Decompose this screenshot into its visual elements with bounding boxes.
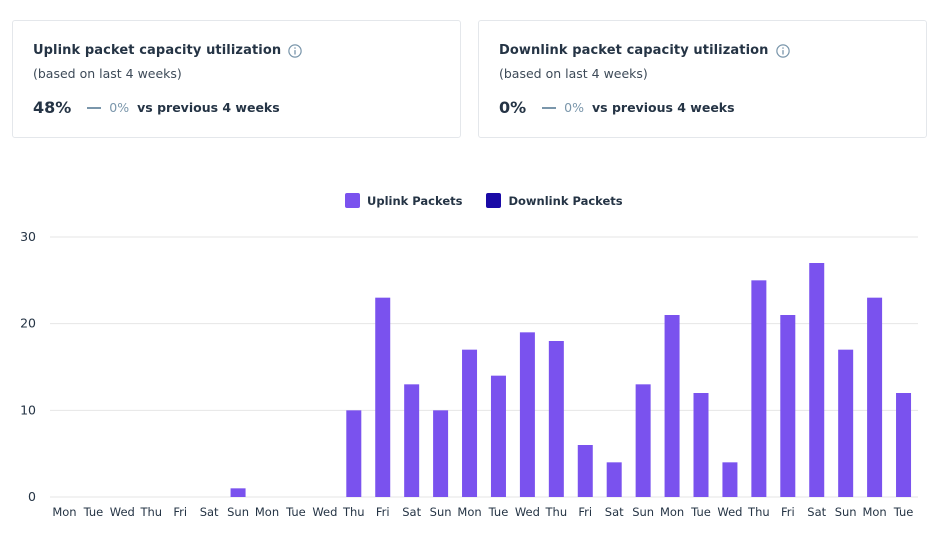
downlink-utilization-card: Downlink packet capacity utilization (ba… xyxy=(478,20,927,138)
x-tick-label: Thu xyxy=(342,505,365,519)
dash-icon xyxy=(542,106,557,109)
uplink-card-subtitle: (based on last 4 weeks) xyxy=(33,66,182,81)
bar-uplink[interactable] xyxy=(693,393,709,497)
bar-uplink[interactable] xyxy=(462,349,478,497)
bar-uplink[interactable] xyxy=(548,341,564,497)
x-tick-label: Mon xyxy=(660,505,684,519)
uplink-card-title: Uplink packet capacity utilization xyxy=(33,43,302,58)
dash-icon xyxy=(87,106,102,109)
legend-swatch-downlink xyxy=(486,193,502,208)
x-tick-label: Fri xyxy=(376,505,390,519)
bar-uplink[interactable] xyxy=(433,410,449,497)
x-tick-label: Mon xyxy=(862,505,886,519)
uplink-utilization-card: Uplink packet capacity utilization (base… xyxy=(12,20,461,138)
legend-swatch-uplink xyxy=(345,193,360,208)
bar-uplink[interactable] xyxy=(577,445,593,497)
downlink-delta: 0% xyxy=(564,100,585,115)
uplink-comparison: vs previous 4 weeks xyxy=(137,100,280,115)
info-icon[interactable] xyxy=(288,43,302,58)
downlink-card-title: Downlink packet capacity utilization xyxy=(499,43,790,58)
downlink-metric: 0% 0% vs previous 4 weeks xyxy=(499,98,735,117)
bar-uplink[interactable] xyxy=(375,297,391,497)
x-tick-label: Thu xyxy=(139,505,162,519)
x-tick-label: Mon xyxy=(457,505,481,519)
chart-legend: Uplink Packets Downlink Packets xyxy=(345,193,647,208)
x-tick-label: Sun xyxy=(632,505,654,519)
bar-uplink[interactable] xyxy=(722,462,738,497)
x-tick-label: Wed xyxy=(515,505,540,519)
y-tick-label: 10 xyxy=(20,402,36,417)
x-tick-label: Mon xyxy=(52,505,76,519)
bar-uplink[interactable] xyxy=(346,410,362,497)
x-tick-label: Mon xyxy=(255,505,279,519)
x-tick-label: Tue xyxy=(285,505,306,519)
downlink-metric-value: 0% xyxy=(499,98,527,117)
x-tick-label: Sat xyxy=(605,505,624,519)
x-tick-label: Sat xyxy=(200,505,219,519)
bar-uplink[interactable] xyxy=(635,384,651,497)
bar-uplink[interactable] xyxy=(230,488,246,497)
x-tick-label: Wed xyxy=(312,505,337,519)
info-icon[interactable] xyxy=(775,43,790,58)
y-tick-label: 30 xyxy=(20,229,36,244)
downlink-card-subtitle: (based on last 4 weeks) xyxy=(499,66,648,81)
downlink-comparison: vs previous 4 weeks xyxy=(592,100,735,115)
x-tick-label: Sat xyxy=(807,505,826,519)
y-tick-label: 0 xyxy=(28,489,36,504)
legend-label-uplink: Uplink Packets xyxy=(367,193,463,208)
uplink-card-title-text: Uplink packet capacity utilization xyxy=(33,43,282,58)
bar-chart: 0 10 20 30 Mon Tue Wed Thu Fri Sat Sun Mon Tue Wed Thu… xyxy=(20,229,918,519)
x-tick-label: Tue xyxy=(893,505,914,519)
legend-item-downlink[interactable]: Downlink Packets xyxy=(486,193,623,208)
x-tick-label: Thu xyxy=(545,505,568,519)
x-tick-label: Wed xyxy=(717,505,742,519)
uplink-delta: 0% xyxy=(109,100,130,115)
x-tick-label: Sun xyxy=(227,505,249,519)
bar-uplink[interactable] xyxy=(809,263,825,497)
y-tick-label: 20 xyxy=(20,316,36,331)
x-tick-label: Tue xyxy=(83,505,104,519)
x-tick-label: Fri xyxy=(578,505,592,519)
x-tick-label: Fri xyxy=(173,505,187,519)
uplink-metric-value: 48% xyxy=(33,98,72,117)
bar-uplink[interactable] xyxy=(519,332,535,497)
legend-label-downlink: Downlink Packets xyxy=(508,193,623,208)
bar-uplink[interactable] xyxy=(606,462,622,497)
bar-uplink[interactable] xyxy=(780,315,796,497)
bar-uplink[interactable] xyxy=(751,280,767,497)
bar-uplink[interactable] xyxy=(838,349,854,497)
uplink-metric: 48% 0% vs previous 4 weeks xyxy=(33,98,280,117)
bar-uplink[interactable] xyxy=(896,393,912,497)
bar-uplink[interactable] xyxy=(867,297,883,497)
x-tick-label: Sun xyxy=(430,505,452,519)
bar-uplink[interactable] xyxy=(404,384,420,497)
x-tick-label: Wed xyxy=(110,505,135,519)
x-tick-label: Sat xyxy=(402,505,421,519)
downlink-card-title-text: Downlink packet capacity utilization xyxy=(499,43,769,58)
x-tick-label: Thu xyxy=(747,505,770,519)
x-tick-label: Tue xyxy=(488,505,509,519)
x-tick-label: Tue xyxy=(690,505,711,519)
bar-uplink[interactable] xyxy=(490,375,506,497)
legend-item-uplink[interactable]: Uplink Packets xyxy=(345,193,462,208)
x-tick-label: Sun xyxy=(835,505,857,519)
bar-uplink[interactable] xyxy=(664,315,680,497)
x-tick-label: Fri xyxy=(781,505,795,519)
